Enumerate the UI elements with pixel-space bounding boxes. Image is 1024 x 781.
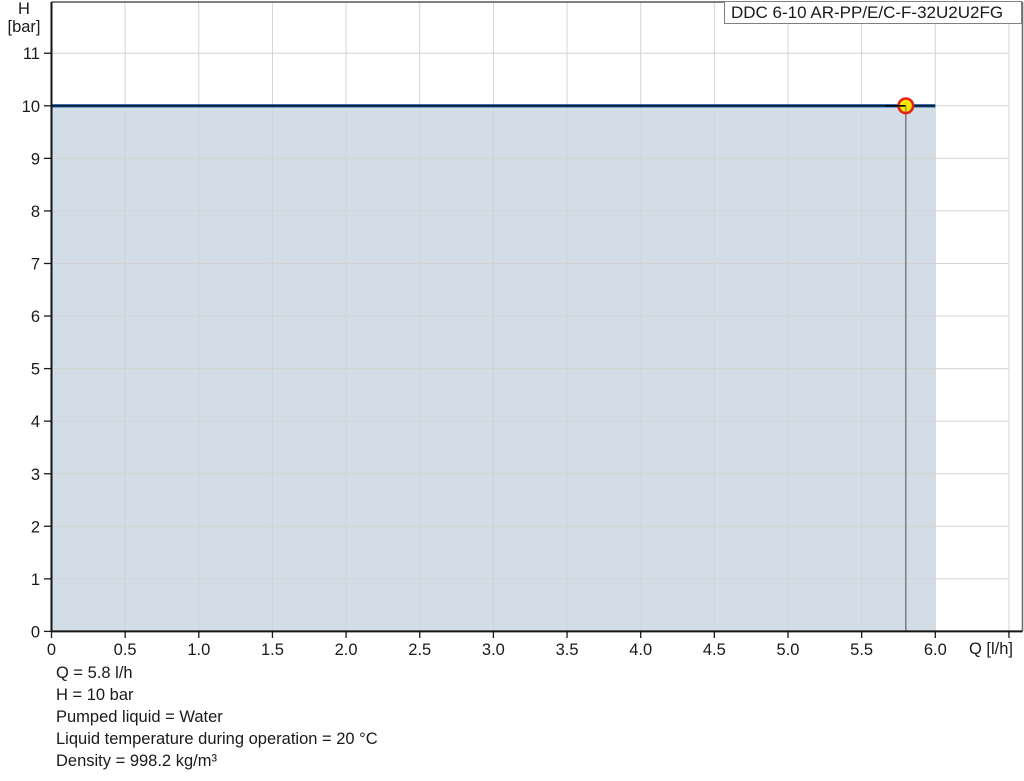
svg-text:5.5: 5.5 [850, 641, 873, 659]
svg-text:0: 0 [31, 624, 40, 642]
svg-text:2.5: 2.5 [408, 641, 431, 659]
svg-text:4: 4 [31, 413, 40, 431]
svg-text:4.0: 4.0 [629, 641, 652, 659]
svg-text:1.0: 1.0 [187, 641, 210, 659]
svg-text:7: 7 [31, 256, 40, 274]
svg-text:9: 9 [31, 150, 40, 168]
svg-text:3: 3 [31, 466, 40, 484]
svg-text:11: 11 [23, 45, 40, 63]
svg-text:0: 0 [47, 641, 56, 659]
svg-text:1.5: 1.5 [261, 641, 284, 659]
svg-text:8: 8 [31, 203, 40, 221]
svg-text:2.0: 2.0 [335, 641, 358, 659]
svg-text:3.5: 3.5 [556, 641, 579, 659]
svg-text:4.5: 4.5 [703, 641, 726, 659]
svg-text:3.0: 3.0 [482, 641, 505, 659]
svg-text:6: 6 [31, 308, 40, 326]
svg-text:5.0: 5.0 [777, 641, 800, 659]
svg-text:2: 2 [31, 518, 40, 536]
svg-text:5: 5 [31, 361, 40, 379]
svg-text:0.5: 0.5 [114, 641, 137, 659]
svg-text:6.0: 6.0 [924, 641, 947, 659]
svg-text:1: 1 [31, 571, 40, 589]
svg-text:10: 10 [22, 98, 40, 116]
svg-text:Q [l/h]: Q [l/h] [969, 640, 1013, 658]
